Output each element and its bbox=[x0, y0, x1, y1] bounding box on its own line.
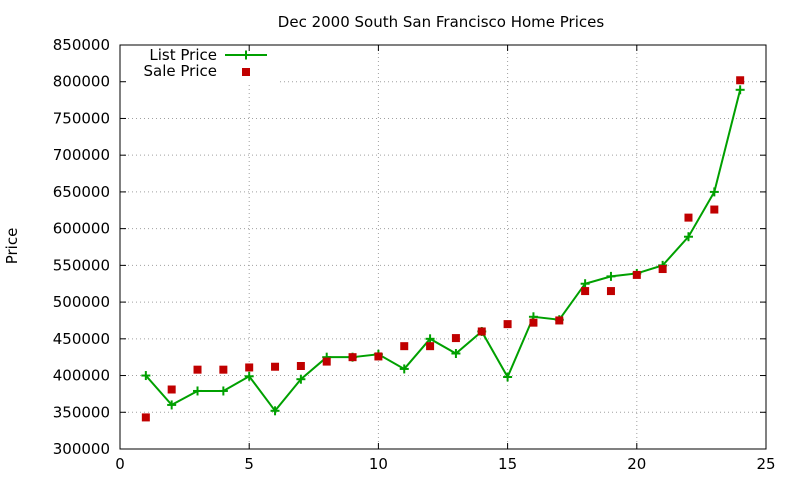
x-tick-label: 10 bbox=[369, 455, 388, 473]
x-tick-label: 0 bbox=[115, 455, 125, 473]
sale-price-point bbox=[606, 287, 615, 296]
list-price-point bbox=[167, 400, 177, 410]
sale-price-point bbox=[374, 352, 383, 361]
y-tick-label: 700000 bbox=[53, 146, 110, 164]
y-tick-label: 650000 bbox=[53, 183, 110, 201]
y-tick-label: 850000 bbox=[53, 36, 110, 54]
sale-price-point bbox=[167, 385, 176, 394]
sale-price-point bbox=[322, 357, 331, 366]
plot-series bbox=[141, 76, 745, 422]
list-price-point bbox=[270, 406, 280, 416]
list-price-point bbox=[296, 374, 306, 384]
sale-price-point bbox=[426, 342, 435, 351]
y-tick-label: 600000 bbox=[53, 220, 110, 238]
sale-price-point bbox=[296, 361, 305, 370]
legend-label-list-price: List Price bbox=[149, 46, 217, 64]
sale-price-point bbox=[632, 270, 641, 279]
x-tick-label: 15 bbox=[498, 455, 517, 473]
sale-price-point bbox=[193, 365, 202, 374]
list-price-point bbox=[709, 187, 719, 197]
y-tick-label: 350000 bbox=[53, 403, 110, 421]
y-tick-label: 450000 bbox=[53, 330, 110, 348]
sale-price-point bbox=[141, 413, 150, 422]
y-tick-label: 800000 bbox=[53, 73, 110, 91]
sale-price-point bbox=[581, 287, 590, 296]
list-price-point bbox=[141, 371, 151, 381]
list-price-point bbox=[451, 349, 461, 359]
list-price-point bbox=[193, 386, 203, 396]
sale-price-point bbox=[245, 363, 254, 372]
list-price-point bbox=[580, 279, 590, 289]
list-price-point bbox=[606, 271, 616, 281]
y-tick-label: 750000 bbox=[53, 109, 110, 127]
list-price-point bbox=[244, 371, 254, 381]
sale-price-point bbox=[710, 205, 719, 214]
y-tick-label: 550000 bbox=[53, 256, 110, 274]
x-tick-label: 20 bbox=[627, 455, 646, 473]
sale-price-point bbox=[555, 316, 564, 325]
list-price-line bbox=[145, 89, 742, 413]
y-tick-label: 500000 bbox=[53, 293, 110, 311]
sale-price-point bbox=[451, 334, 460, 343]
list-price-point bbox=[735, 85, 745, 95]
sale-price-point bbox=[348, 353, 357, 362]
chart-title: Dec 2000 South San Francisco Home Prices bbox=[278, 13, 605, 31]
grid bbox=[120, 45, 766, 449]
x-tick-label: 5 bbox=[244, 455, 254, 473]
list-price-point bbox=[399, 364, 409, 374]
list-price-point bbox=[503, 372, 513, 382]
y-axis-label: Price bbox=[3, 228, 21, 265]
list-price-point bbox=[683, 232, 693, 242]
legend-label-sale-price: Sale Price bbox=[144, 62, 217, 80]
axes bbox=[119, 44, 767, 450]
sale-price-point bbox=[219, 365, 228, 374]
list-price-point bbox=[218, 386, 228, 396]
sale-price-point bbox=[736, 76, 745, 85]
sale-price-point bbox=[503, 320, 512, 329]
plot-border bbox=[119, 44, 767, 450]
legend-swatch-sale-mark bbox=[242, 68, 250, 76]
tick-labels: 0 5 10 15 20 25 300000 350000 400000 450000 500000… bbox=[53, 36, 776, 473]
y-tick-label: 300000 bbox=[53, 440, 110, 458]
x-tick-label: 25 bbox=[756, 455, 775, 473]
list-price-point bbox=[425, 334, 435, 344]
sale-price-point bbox=[477, 327, 486, 336]
sale-price-point bbox=[271, 362, 280, 371]
y-tick-label: 400000 bbox=[53, 367, 110, 385]
sale-price-point bbox=[684, 213, 693, 222]
sale-price-point bbox=[400, 342, 409, 351]
sale-price-point bbox=[529, 318, 538, 327]
sale-price-point bbox=[658, 265, 667, 274]
